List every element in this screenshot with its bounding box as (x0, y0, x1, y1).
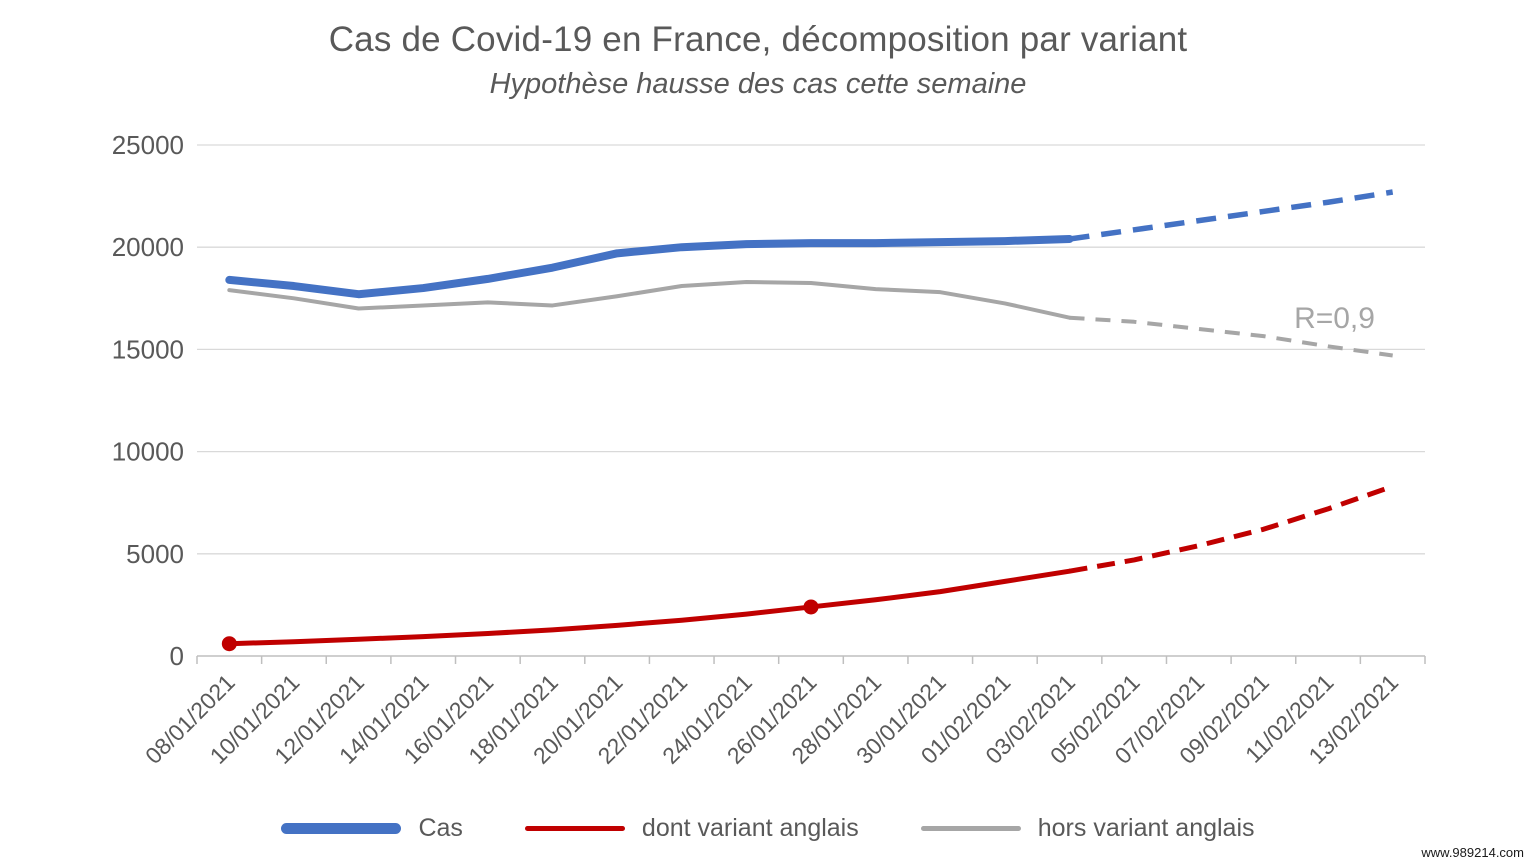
legend-label-dont-variant-anglais: dont variant anglais (641, 814, 859, 842)
y-axis-tick-label: 0 (170, 641, 184, 671)
legend-item-dont-variant-anglais: dont variant anglais (524, 814, 859, 843)
y-axis-tick-label: 15000 (112, 334, 184, 364)
legend-swatch-dont-variant-anglais (524, 826, 625, 831)
legend-item-cas: Cas (281, 814, 463, 843)
legend-swatch-hors-variant-anglais (920, 826, 1021, 831)
y-axis-tick-label: 25000 (112, 130, 184, 160)
legend-label-hors-variant-anglais: hors variant anglais (1037, 814, 1255, 842)
series-projection-dashed-hors-variant-anglais (1069, 315, 1393, 358)
y-axis-tick-label: 5000 (126, 539, 184, 569)
legend-label-cas: Cas (418, 814, 463, 842)
annotation-r-value: R=0,9 (1294, 302, 1375, 335)
chart-legend: Cas dont variant anglais hors variant angl… (0, 814, 1536, 843)
series-projection-dashed-dont-variant-anglais (1069, 483, 1394, 574)
series-line-cas (225, 235, 1074, 299)
y-axis-tick-label: 20000 (112, 232, 184, 262)
chart-title: Cas de Covid-19 en France, décomposition… (328, 20, 1188, 59)
y-axis-tick-label: 10000 (112, 437, 184, 467)
legend-item-hors-variant-anglais: hors variant anglais (920, 814, 1255, 843)
series-line-hors-variant-anglais (227, 279, 1072, 320)
watermark: www.989214.com (1421, 845, 1524, 860)
chart-subtitle: Hypothèse hausse des cas cette semaine (489, 68, 1027, 100)
legend-swatch-cas (281, 823, 402, 834)
series-projection-dashed-cas (1069, 189, 1394, 242)
series-line-dont-variant-anglais (226, 568, 1073, 647)
data-point-marker-dont-variant-anglais (803, 599, 819, 615)
data-point-marker-dont-variant-anglais (221, 636, 237, 652)
